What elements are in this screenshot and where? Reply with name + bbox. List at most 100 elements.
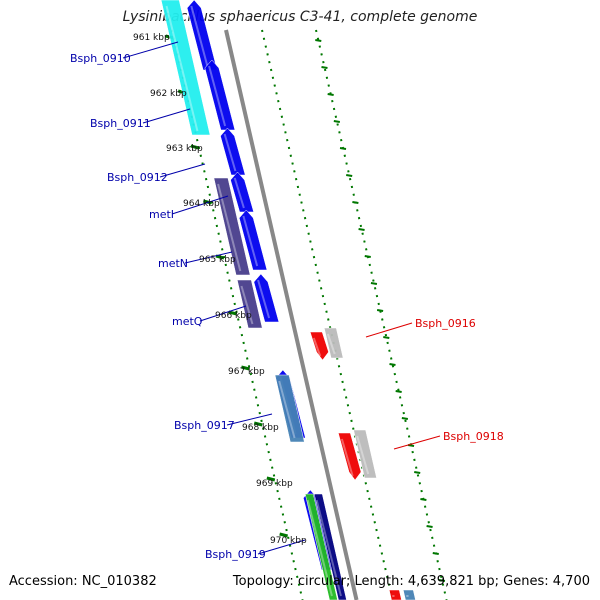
major-tick [203, 199, 212, 205]
leader-line-bsph_0912 [159, 163, 206, 178]
gene-block-bottom-steel [402, 589, 416, 600]
gene-block-0916-gray [323, 327, 344, 359]
gene-label-bsph_0911[interactable]: Bsph_0911 [90, 117, 151, 130]
minor-tick [420, 498, 427, 501]
leader-line-metq [199, 305, 247, 322]
tick-label: 964 kbp [183, 199, 220, 209]
gene-arrow-0916-highlight [312, 337, 322, 357]
tick-layer [165, 29, 448, 600]
gene-block-meti [213, 177, 251, 276]
gene-label-bsph_0910[interactable]: Bsph_0910 [70, 52, 131, 65]
gene-arrow-mete-highlight [233, 177, 245, 209]
tick-label: 962 kbp [150, 89, 187, 99]
gene-arrow-metn-b-highlight [242, 215, 259, 267]
gene-label-bsph_0916[interactable]: Bsph_0916 [415, 317, 476, 330]
gene-layer [160, 0, 416, 600]
gene-arrow-0911b [204, 59, 236, 131]
minor-tick [389, 363, 396, 366]
gene-arrow-metq-b-highlight [257, 279, 271, 319]
genome-summary-text: Topology: circular; Length: 4,639,821 bp… [232, 574, 590, 589]
gene-label-metn[interactable]: metN [158, 257, 189, 270]
minor-tick [339, 147, 347, 150]
minor-tick [426, 525, 433, 528]
gene-block-metq [236, 279, 263, 329]
backbone-layer [224, 29, 359, 600]
minor-tick [315, 39, 322, 42]
gene-label-bsph_0917[interactable]: Bsph_0917 [174, 419, 235, 432]
major-tick [241, 365, 250, 371]
genome-backbone [224, 29, 359, 600]
gene-label-metq[interactable]: metQ [172, 315, 203, 328]
gene-block-0917 [274, 374, 305, 443]
minor-tick [432, 552, 439, 555]
tick-label: 961 kbp [133, 33, 170, 43]
major-tick [253, 421, 263, 427]
minor-tick [333, 120, 341, 123]
tick-label: 968 kbp [242, 423, 279, 433]
gene-block-bottom-red [388, 589, 402, 600]
minor-tick [395, 390, 402, 393]
minor-tick [352, 201, 359, 204]
gene-label-bsph_0918[interactable]: Bsph_0918 [443, 430, 504, 443]
gene-arrow-metq-b [253, 273, 280, 323]
ruler-line-2 [261, 29, 394, 600]
gene-arrow-0918-highlight [340, 438, 354, 477]
major-tick [190, 144, 200, 150]
gene-block-0910-highlight [165, 5, 199, 132]
minor-tick [414, 471, 421, 474]
minor-tick [327, 93, 334, 96]
major-tick [279, 532, 289, 538]
gene-arrow-0918 [337, 432, 362, 481]
gene-label-bsph_0912[interactable]: Bsph_0912 [107, 171, 168, 184]
major-tick [266, 476, 276, 482]
gene-label-bsph_0919[interactable]: Bsph_0919 [205, 548, 266, 561]
gene-block-0919-green [304, 493, 338, 600]
gene-arrow-0912 [220, 127, 246, 176]
gene-arrow-0910b [186, 0, 218, 71]
minor-tick [438, 579, 446, 582]
tick-label: 966 kbp [215, 311, 252, 321]
gene-block-metq-highlight [240, 285, 254, 325]
minor-tick [321, 66, 328, 69]
minor-tick [358, 228, 365, 231]
minor-tick [401, 417, 409, 420]
gene-block-0919-green-highlight [306, 499, 333, 597]
gene-arrow-metn-b [238, 209, 268, 271]
gene-block-0919-navy [313, 493, 347, 600]
gene-block-0919-navy-highlight [315, 499, 342, 597]
ruler-line-3 [315, 29, 448, 600]
gene-arrow-0912-highlight [223, 133, 237, 172]
gene-block-0917-highlight [278, 380, 296, 439]
minor-tick [376, 309, 384, 312]
minor-tick [346, 174, 353, 177]
leader-layer [122, 41, 441, 555]
major-tick [215, 254, 225, 260]
minor-tick [370, 282, 378, 285]
leader-line-metn [184, 251, 233, 264]
leader-line-bsph_0919 [257, 539, 306, 555]
minor-tick [383, 336, 390, 339]
tick-label: 965 kbp [199, 255, 236, 265]
tick-label: 963 kbp [166, 144, 203, 154]
gene-arrow-0916 [309, 331, 329, 361]
tick-label: 969 kbp [256, 479, 293, 489]
leader-line-bsph_0910 [122, 41, 179, 59]
gene-arrow-mete [230, 171, 255, 213]
major-tick [228, 310, 238, 316]
leader-line-bsph_0918 [393, 435, 441, 450]
gene-block-0910 [160, 0, 211, 136]
tick-label: 970 kbp [270, 536, 307, 546]
gene-block-0916-gray-highlight [326, 333, 336, 355]
minor-tick [364, 255, 371, 258]
tick-label: 967 kbp [228, 367, 265, 377]
accession-text: Accession: NC_010382 [9, 574, 157, 589]
map-title: Lysinibacillus sphaericus C3-41, complet… [122, 9, 478, 25]
leader-line-bsph_0916 [365, 322, 413, 338]
gene-arrow-0911b-highlight [208, 65, 227, 127]
gene-block-0918-gray-highlight [356, 435, 370, 475]
gene-arrow-0910b-highlight [190, 5, 209, 67]
gene-label-meti[interactable]: metI [149, 208, 175, 221]
leader-line-bsph_0911 [142, 108, 191, 124]
